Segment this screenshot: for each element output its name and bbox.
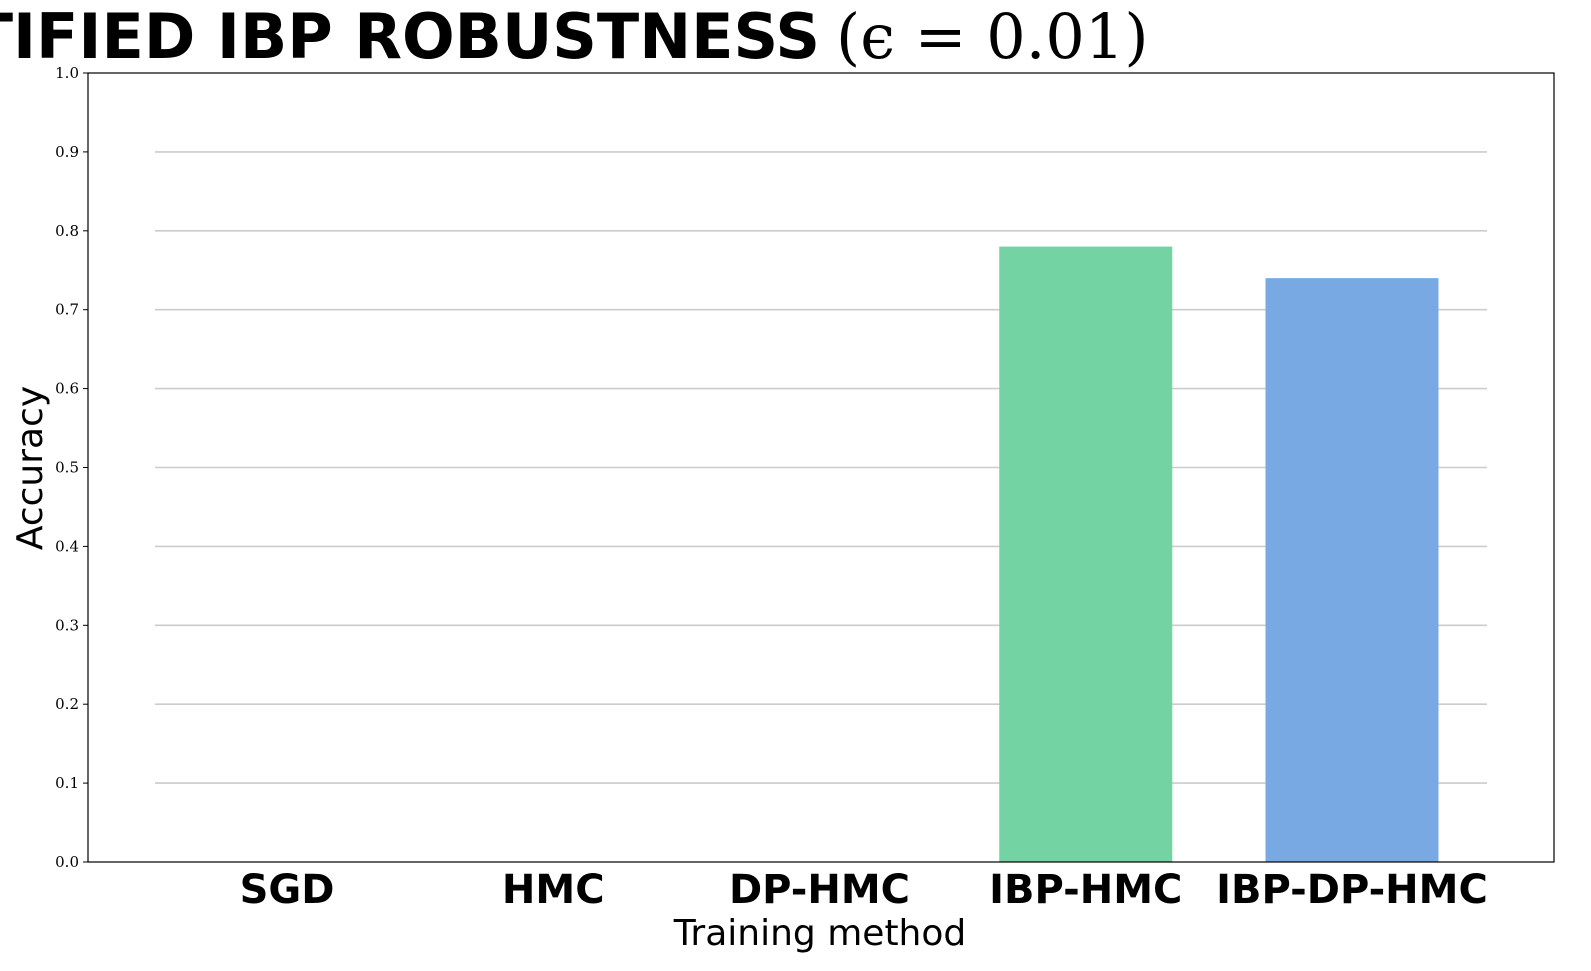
bars	[999, 246, 1439, 862]
x-tick-label: IBP-DP-HMC	[1216, 867, 1488, 913]
bar-ibp-dp-hmc	[1265, 278, 1439, 862]
gridlines	[155, 151, 1487, 784]
y-axis-label: Accuracy	[10, 386, 51, 550]
chart-title: CERTIFIED IBP ROBUSTNESS	[0, 0, 820, 73]
y-tick-label: 0.8	[55, 222, 79, 240]
x-axis-label: Training method	[673, 913, 967, 954]
x-tick-label: DP-HMC	[729, 867, 910, 913]
y-tick-label: 0.5	[55, 459, 79, 477]
x-tick-label: IBP-HMC	[989, 867, 1182, 913]
x-tick-label: SGD	[240, 867, 335, 913]
y-tick-label: 1.0	[55, 64, 79, 82]
y-axis-ticks: 0.0 0.1 0.2 0.3 0.4 0.5 0.6 0.7 0.8 0.9 1.0	[55, 64, 88, 871]
y-tick-label: 0.2	[55, 695, 79, 713]
y-tick-label: 0.0	[55, 853, 79, 871]
chart-title-epsilon: (ϵ = 0.01)	[836, 0, 1149, 73]
y-tick-label: 0.9	[55, 143, 79, 161]
y-tick-label: 0.6	[55, 380, 79, 398]
y-tick-label: 0.4	[55, 537, 79, 555]
x-tick-label: HMC	[502, 867, 605, 913]
y-tick-label: 0.3	[55, 616, 79, 634]
x-axis-ticks: SGD HMC DP-HMC IBP-HMC IBP-DP-HMC	[240, 867, 1488, 913]
y-tick-label: 0.1	[55, 774, 79, 792]
bar-ibp-hmc	[999, 246, 1173, 862]
y-tick-label: 0.7	[55, 301, 79, 319]
